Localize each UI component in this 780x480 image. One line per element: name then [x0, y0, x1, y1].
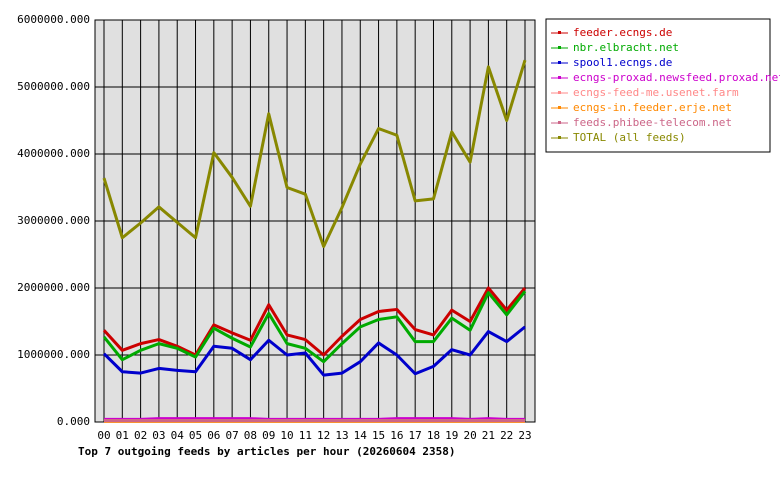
x-tick-label: 20 — [463, 429, 476, 442]
legend-marker — [558, 31, 561, 34]
x-tick-label: 19 — [445, 429, 458, 442]
y-tick-label: 1000000.000 — [17, 348, 90, 361]
y-tick-label: 4000000.000 — [17, 147, 90, 160]
x-tick-label: 01 — [116, 429, 129, 442]
legend-marker — [558, 61, 561, 64]
x-tick-label: 16 — [390, 429, 403, 442]
x-tick-label: 08 — [244, 429, 257, 442]
x-tick-label: 11 — [299, 429, 312, 442]
legend-marker — [558, 121, 561, 124]
x-tick-label: 04 — [171, 429, 185, 442]
legend-marker — [558, 46, 561, 49]
legend-label: spool1.ecngs.de — [573, 56, 672, 69]
x-tick-label: 12 — [317, 429, 330, 442]
x-tick-label: 07 — [226, 429, 239, 442]
legend-label: ecngs-in.feeder.erje.net — [573, 101, 732, 114]
legend-label: feeder.ecngs.de — [573, 26, 672, 39]
x-tick-label: 17 — [409, 429, 422, 442]
legend-marker — [558, 106, 561, 109]
chart-title: Top 7 outgoing feeds by articles per hou… — [78, 445, 456, 458]
x-tick-label: 09 — [262, 429, 275, 442]
legend-marker — [558, 91, 561, 94]
x-tick-label: 15 — [372, 429, 385, 442]
y-tick-label: 2000000.000 — [17, 281, 90, 294]
x-tick-label: 21 — [482, 429, 495, 442]
legend-marker — [558, 136, 561, 139]
x-tick-label: 05 — [189, 429, 202, 442]
legend-label: ecngs-proxad.newsfeed.proxad.net — [573, 71, 780, 84]
series-line — [102, 325, 526, 377]
x-tick-label: 14 — [354, 429, 368, 442]
legend-marker — [558, 76, 561, 79]
series-line — [102, 59, 527, 248]
series-line — [102, 290, 527, 364]
x-tick-label: 03 — [152, 429, 165, 442]
x-tick-label: 13 — [335, 429, 348, 442]
x-tick-label: 02 — [134, 429, 147, 442]
x-tick-label: 00 — [97, 429, 110, 442]
x-tick-label: 06 — [207, 429, 220, 442]
y-tick-label: 0.000 — [57, 415, 90, 428]
legend-label: ecngs-feed-me.usenet.farm — [573, 86, 739, 99]
legend — [545, 18, 771, 153]
y-tick-label: 6000000.000 — [17, 13, 90, 26]
x-tick-label: 10 — [280, 429, 293, 442]
x-tick-label: 23 — [518, 429, 531, 442]
y-tick-label: 3000000.000 — [17, 214, 90, 227]
legend-label: TOTAL (all feeds) — [573, 131, 686, 144]
legend-label: nbr.elbracht.net — [573, 41, 679, 54]
legend-label: feeds.phibee-telecom.net — [573, 116, 732, 129]
x-tick-label: 22 — [500, 429, 513, 442]
series-line — [102, 286, 527, 357]
y-tick-label: 5000000.000 — [17, 80, 90, 93]
x-tick-label: 18 — [427, 429, 440, 442]
